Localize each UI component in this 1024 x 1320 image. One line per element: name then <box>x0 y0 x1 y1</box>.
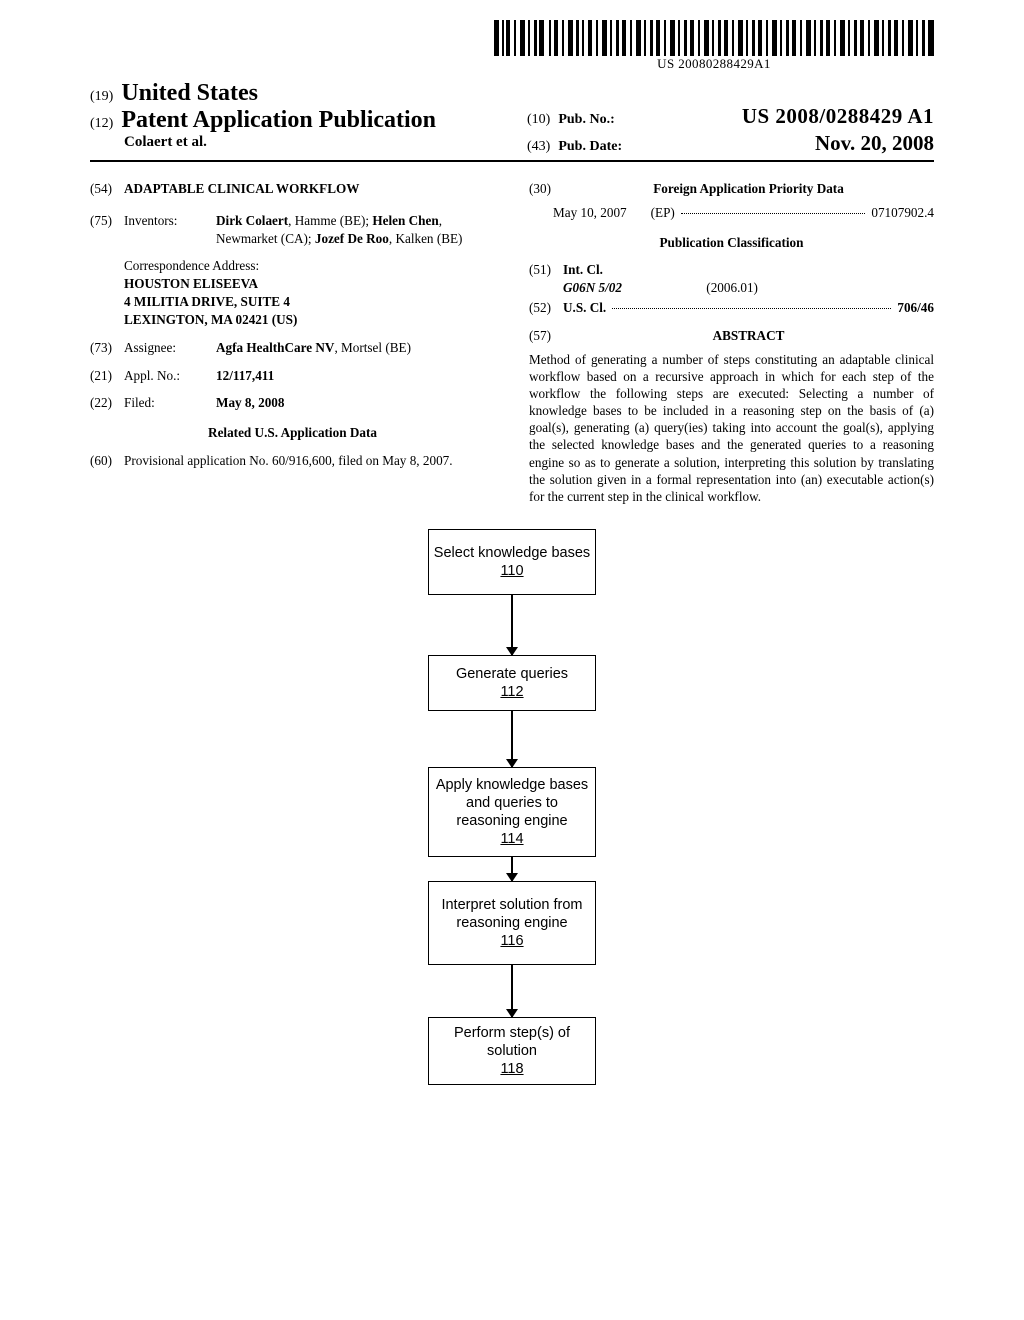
assignee-value: Agfa HealthCare NV, Mortsel (BE) <box>216 339 495 357</box>
code-60: (60) <box>90 452 124 470</box>
hdr-code-12: (12) <box>90 116 113 132</box>
title: ADAPTABLE CLINICAL WORKFLOW <box>124 180 495 198</box>
intcl-label: Int. Cl. <box>563 262 603 277</box>
dot-leader-icon <box>612 308 891 309</box>
barcode-block: US 20080288429A1 <box>494 20 934 72</box>
hdr-pubdate-value: Nov. 20, 2008 <box>815 131 934 156</box>
flowchart-figure: Select knowledge bases110 Generate querie… <box>90 529 934 1085</box>
flowchart-node-text: Perform step(s) of solution <box>433 1024 591 1060</box>
corr-line2: 4 MILITIA DRIVE, SUITE 4 <box>124 293 495 311</box>
field-54: (54) ADAPTABLE CLINICAL WORKFLOW <box>90 180 495 198</box>
code-75: (75) <box>90 212 124 230</box>
uscl-label: U.S. Cl. <box>563 299 606 317</box>
field-51: (51) Int. Cl. G06N 5/02 (2006.01) <box>529 261 934 297</box>
hdr-pubno-label: Pub. No.: <box>558 112 614 128</box>
priority-row: May 10, 2007 (EP) 07107902.4 <box>553 204 934 222</box>
code-22: (22) <box>90 394 124 412</box>
correspondence-address: Correspondence Address: HOUSTON ELISEEVA… <box>124 257 495 328</box>
flowchart-node-text: Select knowledge bases <box>433 544 591 562</box>
flowchart-node-text: Interpret solution from reasoning engine <box>433 896 591 932</box>
inventor-3-loc: , Kalken (BE) <box>389 231 463 246</box>
uscl-value: 706/46 <box>897 299 934 317</box>
label-filed: Filed: <box>124 394 216 412</box>
corr-label: Correspondence Address: <box>124 257 495 275</box>
foreign-priority-heading: Foreign Application Priority Data <box>563 180 934 198</box>
flowchart-node: Apply knowledge bases and queries to rea… <box>428 767 596 857</box>
dot-leader-icon <box>681 213 866 214</box>
hdr-doc-kind: Patent Application Publication <box>121 107 436 134</box>
code-51: (51) <box>529 261 563 279</box>
label-assignee: Assignee: <box>124 339 216 357</box>
field-60: (60) Provisional application No. 60/916,… <box>90 452 495 470</box>
hdr-code-19: (19) <box>90 89 113 105</box>
arrow-down-icon <box>511 595 513 655</box>
inventor-2-name: Helen Chen <box>372 213 438 228</box>
arrow-down-icon <box>511 965 513 1017</box>
flowchart-node-text: Generate queries <box>433 665 591 683</box>
code-30: (30) <box>529 180 563 198</box>
intcl-class: G06N 5/02 <box>563 279 703 297</box>
priority-number: 07107902.4 <box>871 204 934 222</box>
abstract-text: Method of generating a number of steps c… <box>529 351 934 505</box>
hdr-pubno-value: US 2008/0288429 A1 <box>742 104 934 129</box>
flowchart-node-ref: 112 <box>433 683 591 701</box>
barcode-icon <box>494 20 934 56</box>
header-right: (10) Pub. No.: US 2008/0288429 A1 (43) P… <box>517 80 934 156</box>
filed-value: May 8, 2008 <box>216 394 495 412</box>
priority-date: May 10, 2007 <box>553 204 627 222</box>
biblio-left-col: (54) ADAPTABLE CLINICAL WORKFLOW (75) In… <box>90 180 519 505</box>
flowchart-node: Select knowledge bases110 <box>428 529 596 595</box>
inventor-3-name: Jozef De Roo <box>315 231 389 246</box>
field-57: (57) ABSTRACT <box>529 327 934 345</box>
inventors-list: Dirk Colaert, Hamme (BE); Helen Chen, Ne… <box>216 212 495 248</box>
label-applno: Appl. No.: <box>124 367 216 385</box>
field-73: (73) Assignee: Agfa HealthCare NV, Morts… <box>90 339 495 357</box>
assignee-name: Agfa HealthCare NV <box>216 340 334 355</box>
hdr-code-10: (10) <box>527 112 550 128</box>
hdr-authors-short: Colaert et al. <box>124 134 497 151</box>
field-21: (21) Appl. No.: 12/117,411 <box>90 367 495 385</box>
biblio-block: (54) ADAPTABLE CLINICAL WORKFLOW (75) In… <box>90 180 934 505</box>
arrow-down-icon <box>511 711 513 767</box>
flowchart-node-ref: 110 <box>433 562 591 580</box>
code-52: (52) <box>529 299 563 317</box>
code-57: (57) <box>529 327 563 345</box>
field-30: (30) Foreign Application Priority Data <box>529 180 934 198</box>
field-52: (52) U.S. Cl. 706/46 <box>529 299 934 317</box>
header-left: (19) United States (12) Patent Applicati… <box>90 80 517 156</box>
flowchart-node-ref: 114 <box>433 830 591 848</box>
related-heading: Related U.S. Application Data <box>90 424 495 442</box>
code-54: (54) <box>90 180 124 198</box>
arrow-down-icon <box>511 857 513 881</box>
pubclass-heading: Publication Classification <box>529 234 934 252</box>
abstract-heading: ABSTRACT <box>563 327 934 345</box>
provisional-text: Provisional application No. 60/916,600, … <box>124 452 495 470</box>
flowchart-node-text: Apply knowledge bases and queries to rea… <box>433 776 591 830</box>
intcl-edition: (2006.01) <box>706 280 758 295</box>
biblio-right-col: (30) Foreign Application Priority Data M… <box>519 180 934 505</box>
hdr-country: United States <box>121 80 258 107</box>
inventor-1-name: Dirk Colaert <box>216 213 288 228</box>
barcode-text: US 20080288429A1 <box>494 56 934 72</box>
flowchart-node: Interpret solution from reasoning engine… <box>428 881 596 965</box>
field-75: (75) Inventors: Dirk Colaert, Hamme (BE)… <box>90 212 495 248</box>
priority-country: (EP) <box>651 204 675 222</box>
corr-line3: LEXINGTON, MA 02421 (US) <box>124 311 495 329</box>
label-inventors: Inventors: <box>124 212 216 230</box>
applno-value: 12/117,411 <box>216 367 495 385</box>
flowchart-node: Perform step(s) of solution118 <box>428 1017 596 1085</box>
flowchart-node: Generate queries112 <box>428 655 596 711</box>
assignee-loc: , Mortsel (BE) <box>334 340 411 355</box>
code-21: (21) <box>90 367 124 385</box>
hdr-code-43: (43) <box>527 139 550 155</box>
corr-line1: HOUSTON ELISEEVA <box>124 275 495 293</box>
flowchart-node-ref: 118 <box>433 1060 591 1078</box>
hdr-pubdate-label: Pub. Date: <box>558 139 622 155</box>
inventor-1-loc: , Hamme (BE); <box>288 213 372 228</box>
code-73: (73) <box>90 339 124 357</box>
field-22: (22) Filed: May 8, 2008 <box>90 394 495 412</box>
publication-header: (19) United States (12) Patent Applicati… <box>90 80 934 162</box>
flowchart-node-ref: 116 <box>433 932 591 950</box>
